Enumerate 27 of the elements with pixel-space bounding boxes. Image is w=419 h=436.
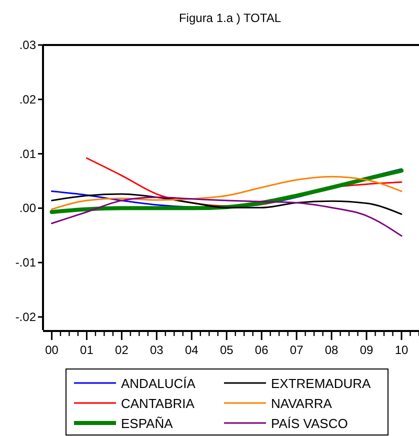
y-tick-label: .02 [19,92,36,106]
legend-label: NAVARRA [271,396,332,411]
y-tick-label: -.02 [15,310,36,324]
x-tick-label: 06 [254,343,269,357]
x-tick-label: 04 [184,343,199,357]
x-tick-label: 03 [150,343,164,357]
x-tick-label: 01 [80,343,94,357]
x-tick-label: 02 [115,343,129,357]
legend-label: ANDALUCÍA [121,376,196,391]
line-series [50,196,402,237]
legend-label: EXTREMADURA [271,376,372,391]
y-tick-label: .01 [19,146,36,161]
legend-label: PAÍS VASCO [271,416,348,431]
y-tick-label: -.01 [15,256,36,270]
chart-title: Figura 1.a ) TOTAL [178,11,282,25]
line-series [50,176,402,210]
x-tick-label: 07 [290,343,304,357]
x-tick-label: 09 [360,343,374,357]
x-tick-label: 05 [220,343,234,357]
y-tick-label: .03 [19,38,36,52]
legend-label: CANTABRIA [121,396,195,411]
legend-label: ESPAÑA [121,416,174,431]
x-tick-label: 10 [394,343,409,357]
x-tick-label: 08 [324,343,339,357]
line-series [50,193,402,215]
x-tick-label: 00 [45,343,59,357]
y-tick-label: .00 [19,201,36,216]
